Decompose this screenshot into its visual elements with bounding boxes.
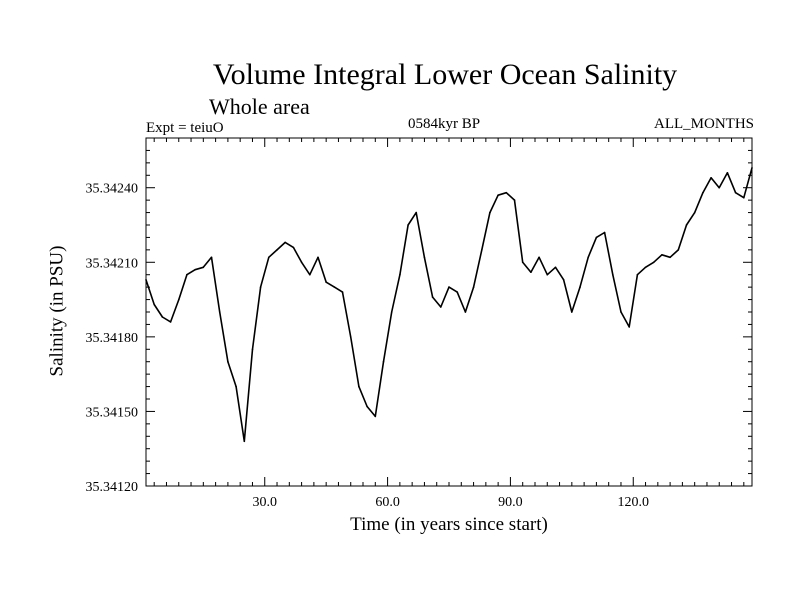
data-point bbox=[620, 311, 622, 313]
data-point bbox=[218, 311, 221, 313]
data-point bbox=[726, 172, 729, 174]
data-point bbox=[202, 266, 205, 269]
data-point bbox=[693, 211, 696, 214]
data-point bbox=[358, 385, 360, 388]
data-point bbox=[587, 256, 589, 259]
data-point bbox=[513, 199, 516, 201]
data-point bbox=[178, 298, 180, 301]
data-point bbox=[423, 256, 426, 259]
data-point bbox=[431, 296, 434, 298]
data-point bbox=[325, 281, 328, 284]
y-tick-label: 35.34180 bbox=[86, 331, 139, 346]
data-point bbox=[702, 191, 704, 194]
experiment-label: Expt = teiuO bbox=[146, 120, 224, 136]
months-label: ALL_MONTHS bbox=[654, 116, 754, 132]
data-point bbox=[169, 321, 172, 323]
data-point bbox=[399, 273, 401, 276]
data-point bbox=[562, 278, 565, 281]
y-tick-label: 35.34120 bbox=[86, 480, 139, 495]
data-point bbox=[603, 231, 606, 234]
data-point bbox=[235, 385, 237, 388]
data-point bbox=[243, 440, 246, 443]
data-point bbox=[530, 271, 532, 274]
series-line bbox=[145, 167, 753, 443]
data-point bbox=[505, 191, 508, 194]
data-point bbox=[317, 256, 319, 259]
x-tick-label: 60.0 bbox=[375, 495, 400, 510]
data-point bbox=[612, 273, 614, 276]
data-point bbox=[497, 194, 499, 196]
y-tick-label: 35.34240 bbox=[86, 182, 139, 197]
data-point bbox=[186, 273, 188, 276]
data-point bbox=[636, 273, 639, 276]
data-point bbox=[390, 311, 393, 313]
series-group bbox=[145, 167, 753, 443]
data-point bbox=[554, 266, 557, 269]
data-point bbox=[341, 291, 344, 293]
data-point bbox=[292, 246, 295, 249]
data-point bbox=[153, 303, 155, 306]
data-point bbox=[268, 256, 270, 259]
data-point bbox=[481, 249, 483, 251]
chart-subtitle: Whole area bbox=[209, 94, 310, 119]
data-point bbox=[284, 241, 287, 244]
data-point bbox=[661, 254, 663, 256]
data-point bbox=[743, 196, 745, 199]
axis-ticks bbox=[146, 137, 752, 487]
data-point bbox=[456, 291, 459, 293]
data-point bbox=[489, 211, 491, 214]
data-point bbox=[415, 211, 418, 214]
y-tick-label: 35.34210 bbox=[86, 256, 139, 271]
data-point bbox=[685, 224, 688, 226]
data-point bbox=[669, 256, 671, 259]
data-point bbox=[677, 249, 680, 251]
data-point bbox=[300, 261, 303, 264]
period-label: 0584kyr BP bbox=[408, 116, 481, 132]
data-point bbox=[579, 286, 581, 288]
x-tick-label: 30.0 bbox=[252, 495, 277, 510]
chart-title: Volume Integral Lower Ocean Salinity bbox=[212, 58, 678, 91]
data-point bbox=[734, 191, 737, 194]
data-point bbox=[571, 311, 573, 313]
data-point bbox=[718, 186, 720, 189]
axis-tick-labels: 30.0 60.0 90.0 120.0 35.34120 35.34150 35.3418… bbox=[86, 182, 650, 510]
data-point bbox=[595, 236, 598, 239]
data-point bbox=[382, 360, 385, 363]
data-point bbox=[276, 249, 278, 251]
data-point bbox=[251, 348, 254, 351]
plot-frame bbox=[145, 137, 753, 487]
data-point bbox=[227, 360, 229, 363]
data-point bbox=[407, 224, 409, 226]
data-point bbox=[333, 286, 336, 288]
data-point bbox=[194, 268, 196, 271]
data-point bbox=[521, 261, 524, 264]
data-point bbox=[644, 266, 647, 269]
data-point bbox=[472, 286, 475, 288]
data-point bbox=[464, 311, 467, 313]
data-point bbox=[210, 256, 213, 259]
x-axis-label: Time (in years since start) bbox=[350, 514, 548, 535]
data-point bbox=[259, 286, 262, 288]
data-point bbox=[710, 177, 712, 179]
x-tick-label: 90.0 bbox=[498, 495, 523, 510]
data-point bbox=[161, 316, 164, 318]
data-point bbox=[349, 336, 352, 338]
x-tick-label: 120.0 bbox=[618, 495, 650, 510]
data-point bbox=[652, 261, 655, 264]
data-point bbox=[440, 306, 442, 308]
data-point bbox=[448, 286, 450, 288]
data-point bbox=[538, 256, 540, 259]
y-tick-label: 35.34150 bbox=[86, 405, 139, 420]
data-point bbox=[366, 405, 368, 408]
data-point bbox=[628, 326, 630, 328]
data-point bbox=[374, 415, 377, 418]
data-point bbox=[309, 273, 311, 276]
data-point bbox=[546, 273, 549, 276]
